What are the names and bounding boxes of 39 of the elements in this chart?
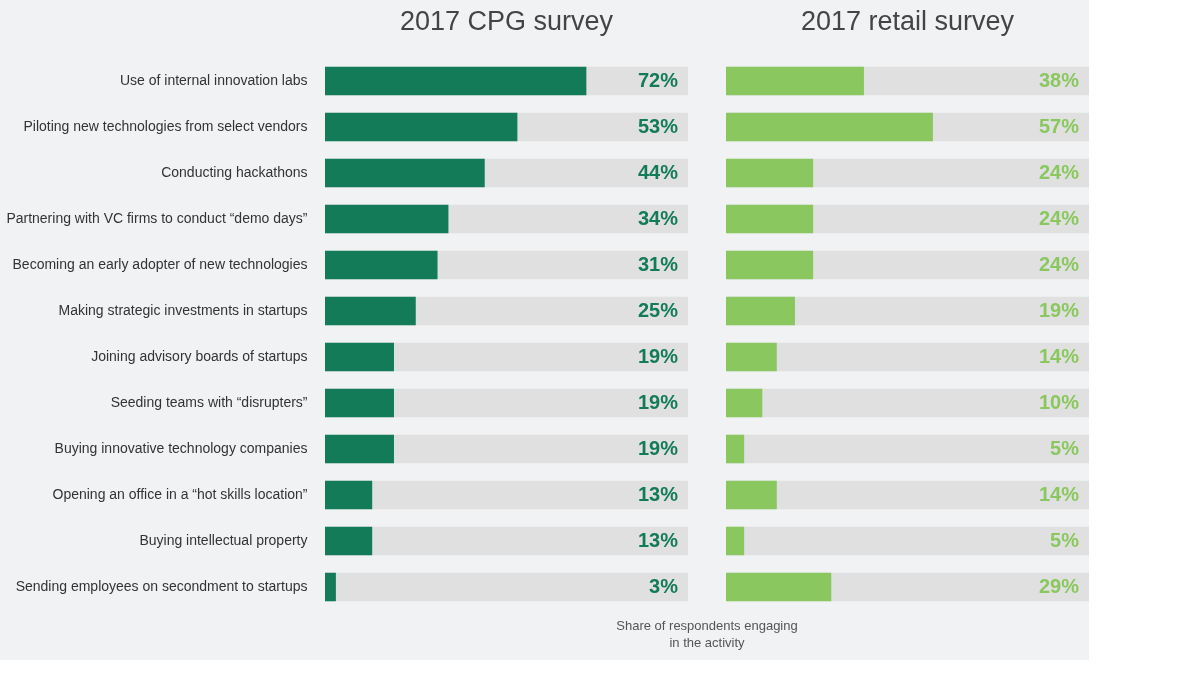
data-label: 31% — [637, 253, 679, 275]
x-axis-title: Share of respondents engaging in the activity — [616, 618, 798, 650]
y-tick-label: Joining advisory boards of startups — [91, 348, 308, 364]
data-label: 24% — [1038, 253, 1080, 275]
data-label: 19% — [637, 391, 679, 413]
y-tick-label: Partnering with VC firms to conduct “demo days” — [6, 210, 308, 226]
y-tick-label: Conducting hackathons — [161, 164, 308, 180]
data-label: 19% — [637, 437, 679, 459]
y-tick-label: Buying intellectual property — [139, 532, 308, 548]
data-label: 5% — [1050, 529, 1080, 551]
data-label: 10% — [1038, 391, 1080, 413]
data-label: 13% — [637, 483, 679, 505]
data-label: 13% — [637, 529, 679, 551]
y-tick-label: Buying innovative technology companies — [54, 440, 308, 456]
data-label: 24% — [1038, 161, 1080, 183]
data-label: 19% — [1038, 299, 1080, 321]
chart-title: 2017 retail survey — [800, 6, 1015, 36]
data-label: 44% — [637, 161, 679, 183]
data-label: 72% — [637, 69, 679, 91]
chart-title: 2017 CPG survey — [399, 6, 614, 36]
y-tick-label: Making strategic investments in startups — [58, 302, 308, 318]
y-tick-label: Becoming an early adopter of new technologies — [12, 256, 308, 272]
data-label: 5% — [1050, 437, 1080, 459]
data-label: 57% — [1038, 115, 1080, 137]
y-tick-label: Sending employees on secondment to startups — [15, 578, 308, 594]
y-tick-label: Opening an office in a “hot skills location” — [52, 486, 308, 502]
y-tick-label: Use of internal innovation labs — [119, 72, 308, 88]
data-label: 24% — [1038, 207, 1080, 229]
data-label: 3% — [649, 575, 679, 597]
data-label: 19% — [637, 345, 679, 367]
data-label: 14% — [1038, 483, 1080, 505]
data-label: 38% — [1038, 69, 1080, 91]
data-label: 29% — [1038, 575, 1080, 597]
data-label: 25% — [637, 299, 679, 321]
y-tick-label: Piloting new technologies from select vendors — [23, 118, 308, 134]
data-label: 53% — [637, 115, 679, 137]
y-tick-label: Seeding teams with “disrupters” — [110, 394, 308, 410]
data-label: 34% — [637, 207, 679, 229]
data-label: 14% — [1038, 345, 1080, 367]
